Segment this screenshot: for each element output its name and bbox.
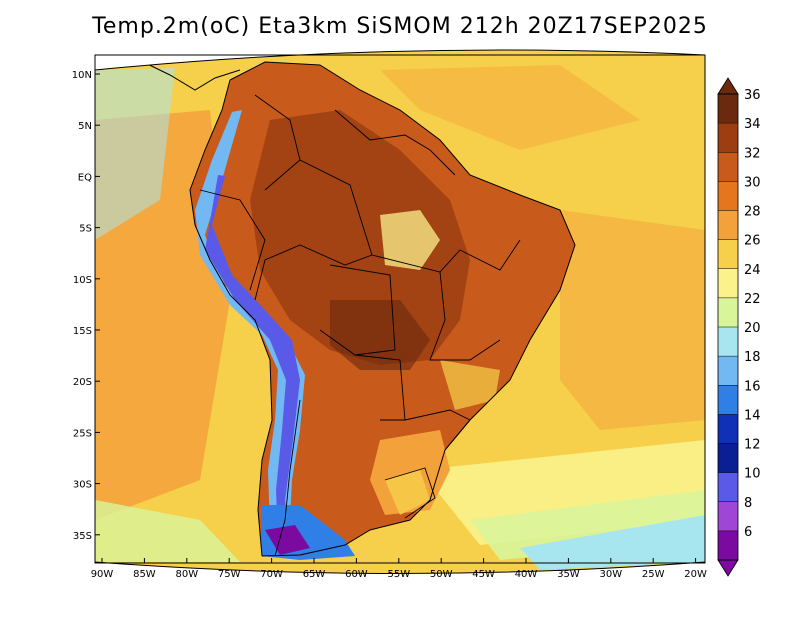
- colorbar-label: 24: [744, 263, 761, 278]
- lon-tick-label: 90W: [91, 569, 114, 580]
- colorbar-segment: [718, 268, 738, 298]
- lat-tick-label: 25S: [73, 428, 92, 439]
- pacific-coastline: [189, 79, 273, 557]
- north-atlantic-warm: [380, 65, 640, 150]
- colorbar-label: 14: [744, 408, 761, 423]
- lon-tick-label: 40W: [515, 569, 538, 580]
- uruguay-cooler: [385, 470, 430, 515]
- latitude-axis: 10N 5N EQ 5S 10S 15S 20S 25S 30S 35S: [72, 70, 100, 542]
- colorbar-segment: [718, 530, 738, 560]
- colorbar-label: 10: [744, 467, 761, 482]
- colorbar-label: 12: [744, 438, 761, 453]
- tierra-cold-core: [265, 525, 310, 555]
- lat-tick-label: 20S: [73, 377, 92, 388]
- peru-ecuador-boundary: [199, 189, 266, 291]
- lon-tick-label: 70W: [260, 569, 283, 580]
- lat-tick-label: 30S: [73, 480, 92, 491]
- colorbar-segment: [718, 239, 738, 269]
- paraguay-boundary: [354, 354, 406, 421]
- map-domain: [95, 50, 705, 574]
- lat-tick-label: 15S: [73, 326, 92, 337]
- colorbar-label: 32: [744, 146, 761, 161]
- brazil-states-north: [371, 239, 521, 273]
- colorbar-bottom-arrow: [717, 559, 739, 577]
- amazon-cooler-patch: [380, 210, 440, 270]
- lat-tick-label: 5S: [79, 224, 92, 235]
- lon-tick-label: 25W: [642, 569, 665, 580]
- lon-tick-label: 65W: [303, 569, 326, 580]
- brazil-west-boundary: [254, 159, 373, 301]
- brazil-states-central: [429, 271, 501, 361]
- coastline: [229, 61, 576, 557]
- colorbar-segment: [718, 443, 738, 473]
- colorbar-segment: [718, 472, 738, 502]
- lat-tick-label: 10N: [72, 70, 92, 81]
- colombia-venezuela-boundary: [254, 94, 301, 191]
- lon-tick-label: 20W: [684, 569, 707, 580]
- colorbar-label: 26: [744, 234, 761, 249]
- lon-tick-label: 30W: [599, 569, 622, 580]
- pacific-cool-sw: [95, 500, 240, 562]
- andes-cold-ribbon: [195, 110, 305, 552]
- lon-tick-label: 50W: [430, 569, 453, 580]
- central-america-coast: [134, 57, 241, 91]
- colorbar-label: 8: [744, 496, 752, 511]
- lon-tick-label: 80W: [175, 569, 198, 580]
- guianas-boundary: [334, 109, 456, 176]
- colorbar-segment: [718, 297, 738, 327]
- colorbar-segment: [718, 327, 738, 357]
- lat-tick-label: 10S: [73, 275, 92, 286]
- colorbar-top-arrow: [717, 77, 739, 95]
- colorbar-label: 34: [744, 117, 761, 132]
- colorbar-segment: [718, 501, 738, 531]
- lon-tick-label: 60W: [345, 569, 368, 580]
- colorbar-segment: [718, 414, 738, 444]
- argentina-chile-boundary: [274, 399, 301, 557]
- atlantic-warm-band: [560, 210, 705, 430]
- colorbar-label: 6: [744, 525, 752, 540]
- axes-frame: [94, 54, 706, 564]
- colorbar-segment: [718, 123, 738, 153]
- colorbar-label: 30: [744, 175, 761, 190]
- colorbar-segment: [718, 385, 738, 415]
- longitude-axis: 90W 85W 80W 75W 70W 65W 60W 55W 50W 45W 40W 35W 30W 2…: [91, 558, 707, 580]
- andes-coldest-core: [205, 175, 300, 540]
- lon-tick-label: 85W: [133, 569, 156, 580]
- lat-tick-label: 5N: [78, 121, 92, 132]
- colorbar-label: 22: [744, 292, 761, 307]
- lat-tick-label: EQ: [78, 172, 92, 183]
- country-boundaries: [199, 94, 521, 557]
- map-title: Temp.2m(oC) Eta3km SiSMOM 212h 20Z17SEP2…: [92, 14, 708, 39]
- colorbar-label: 18: [744, 350, 761, 365]
- lon-tick-label: 45W: [472, 569, 495, 580]
- colorbar-segment: [718, 152, 738, 182]
- south-atlantic-cyan: [520, 515, 705, 570]
- lat-tick-label: 35S: [73, 531, 92, 542]
- colorbar-segment: [718, 181, 738, 211]
- southeast-brazil-cooler: [440, 360, 500, 410]
- colorbar-segment: [718, 356, 738, 386]
- lon-tick-label: 75W: [218, 569, 241, 580]
- bolivia-boundary: [319, 264, 396, 356]
- colorbar-segment: [718, 210, 738, 240]
- colorbar-label: 16: [744, 379, 761, 394]
- lon-tick-label: 55W: [387, 569, 410, 580]
- colorbar-label: 28: [744, 205, 761, 220]
- interior-hot-region: [250, 110, 470, 365]
- colorbar: 36 34 32 30 28 26 24 22 20 18 16 14 12 10 8 6: [717, 77, 761, 577]
- pacific-cool-nw: [95, 68, 175, 240]
- uruguay-boundary: [384, 467, 436, 519]
- colorbar-label: 20: [744, 321, 761, 336]
- colorbar-segment: [718, 94, 738, 124]
- central-brazil-hot: [330, 300, 430, 370]
- colorbar-label: 36: [744, 88, 761, 103]
- lon-tick-label: 35W: [557, 569, 580, 580]
